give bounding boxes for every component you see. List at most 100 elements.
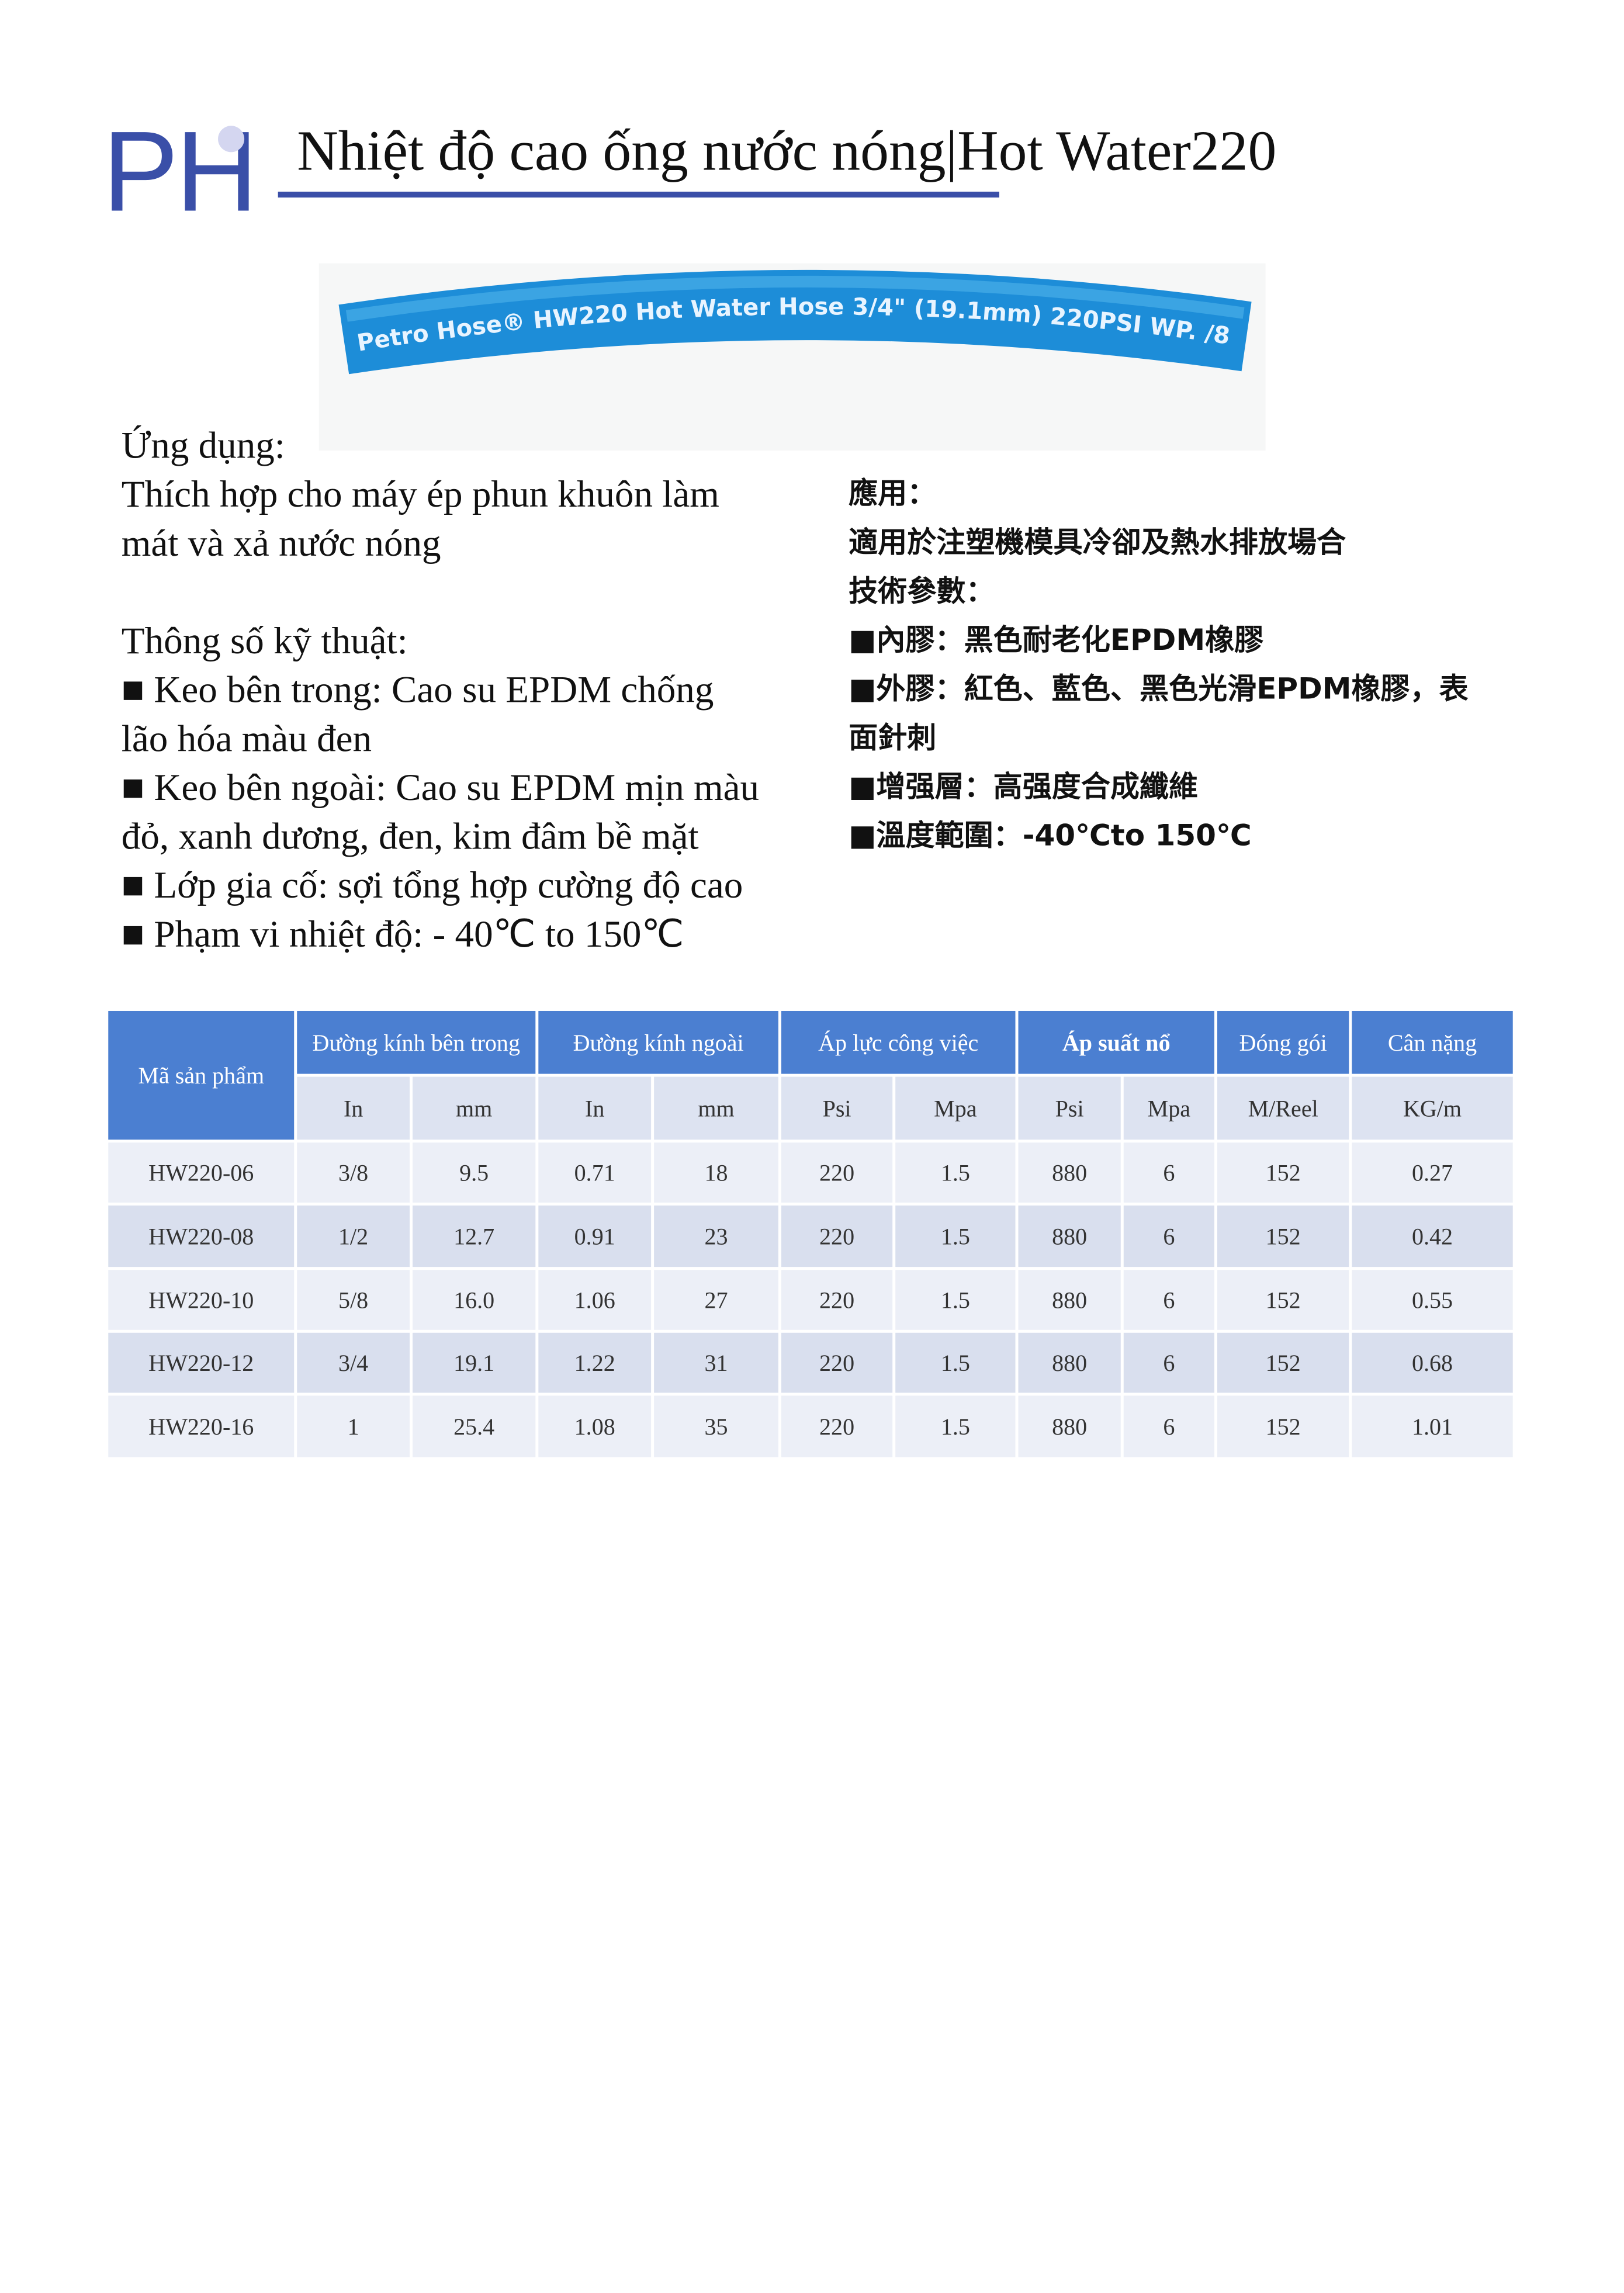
table-cell bbox=[1123, 1142, 1214, 1203]
cell-text: 1.5 bbox=[941, 1414, 970, 1440]
cell-text: 220 bbox=[819, 1224, 854, 1250]
table-cell bbox=[654, 1395, 778, 1457]
table-cell bbox=[781, 1270, 893, 1330]
table-cell bbox=[413, 1270, 536, 1330]
table-cell bbox=[413, 1142, 536, 1203]
cell-text: 0.27 bbox=[1412, 1160, 1453, 1186]
table-cell bbox=[1018, 1332, 1121, 1393]
cell-text: 880 bbox=[1052, 1160, 1087, 1186]
table-cell bbox=[1217, 1270, 1349, 1330]
cell-text: 6 bbox=[1163, 1224, 1175, 1250]
cell-text: 1.5 bbox=[941, 1160, 970, 1186]
cell-text: HW220-06 bbox=[148, 1160, 254, 1186]
right-text-line: ■外膠：紅色、藍色、黑色光滑EPDM橡膠，表 bbox=[849, 672, 1469, 706]
right-text-line: 應用： bbox=[849, 476, 936, 510]
subheader-cell bbox=[413, 1076, 536, 1140]
table-cell bbox=[1018, 1395, 1121, 1457]
table-cell bbox=[538, 1270, 652, 1330]
subheader-text: Psi bbox=[823, 1095, 851, 1121]
table-cell bbox=[781, 1142, 893, 1203]
cell-text: 152 bbox=[1266, 1350, 1301, 1376]
subheader-cell bbox=[1018, 1076, 1121, 1140]
cell-text: HW220-12 bbox=[148, 1350, 254, 1376]
cell-text: 152 bbox=[1266, 1287, 1301, 1313]
cell-text: 220 bbox=[819, 1350, 854, 1376]
header-text: Cân nặng bbox=[1388, 1030, 1477, 1056]
table-cell bbox=[1018, 1270, 1121, 1330]
cell-text: 152 bbox=[1266, 1414, 1301, 1440]
left-text-line: ■ Lớp gia cố: sợi tổng hợp cường độ cao bbox=[122, 864, 743, 906]
cell-text: 12.7 bbox=[453, 1224, 494, 1250]
cell-text: 880 bbox=[1052, 1287, 1087, 1313]
subheader-text: mm bbox=[698, 1095, 734, 1121]
header-text: Đường kính ngoài bbox=[573, 1030, 744, 1056]
cell-text: 3/4 bbox=[338, 1350, 368, 1376]
header-cell bbox=[297, 1010, 536, 1074]
table-cell bbox=[108, 1205, 295, 1267]
subheader-text: mm bbox=[456, 1095, 492, 1121]
left-text-line: ■ Phạm vi nhiệt độ: - 40℃ to 150℃ bbox=[122, 913, 684, 955]
table-cell bbox=[1123, 1332, 1214, 1393]
table-cell bbox=[1352, 1270, 1513, 1330]
cell-text: 6 bbox=[1163, 1414, 1175, 1440]
cell-text: 6 bbox=[1163, 1160, 1175, 1186]
subheader-cell bbox=[297, 1076, 410, 1140]
subheader-cell bbox=[1123, 1076, 1214, 1140]
table-cell bbox=[1018, 1205, 1121, 1267]
cell-text: 9.5 bbox=[459, 1160, 489, 1186]
subheader-cell bbox=[1217, 1076, 1349, 1140]
left-text-line: Thích hợp cho máy ép phun khuôn làm bbox=[122, 473, 719, 515]
page-title: Nhiệt độ cao ống nước nóng|Hot Water220 bbox=[297, 119, 1276, 182]
right-text-line: ■溫度範圍：-40℃to 150℃ bbox=[849, 819, 1252, 853]
cell-text: 6 bbox=[1163, 1350, 1175, 1376]
subheader-cell bbox=[895, 1076, 1016, 1140]
table-cell bbox=[1217, 1142, 1349, 1203]
cell-text: 35 bbox=[704, 1414, 728, 1440]
table-cell bbox=[895, 1395, 1016, 1457]
right-text-line: ■內膠：黑色耐老化EPDM橡膠 bbox=[849, 623, 1263, 657]
table-cell bbox=[1123, 1205, 1214, 1267]
table-cell bbox=[1123, 1395, 1214, 1457]
subheader-cell bbox=[1352, 1076, 1513, 1140]
hose-body bbox=[338, 269, 1252, 375]
cell-text: 27 bbox=[704, 1287, 728, 1313]
right-text-line: 技術參數： bbox=[849, 574, 995, 608]
cell-text: 18 bbox=[704, 1160, 728, 1186]
subheader-text: Psi bbox=[1055, 1095, 1084, 1121]
subheader-cell bbox=[538, 1076, 652, 1140]
subheader-text: M/Reel bbox=[1248, 1095, 1318, 1121]
table-cell bbox=[781, 1395, 893, 1457]
table-cell bbox=[538, 1332, 652, 1393]
table-cell bbox=[1217, 1205, 1349, 1267]
header-cell bbox=[1352, 1010, 1513, 1074]
cell-text: 0.91 bbox=[574, 1224, 615, 1250]
table-cell bbox=[781, 1332, 893, 1393]
cell-text: 1.5 bbox=[941, 1287, 970, 1313]
table-cell bbox=[413, 1332, 536, 1393]
header-cell bbox=[1018, 1010, 1214, 1074]
table-cell bbox=[654, 1270, 778, 1330]
cell-text: 31 bbox=[704, 1350, 728, 1376]
left-text-line: lão hóa màu đen bbox=[122, 718, 372, 760]
header-cell bbox=[538, 1010, 778, 1074]
table-cell bbox=[781, 1205, 893, 1267]
cell-text: HW220-10 bbox=[148, 1287, 254, 1313]
table-cell bbox=[297, 1205, 410, 1267]
header-cell bbox=[1217, 1010, 1349, 1074]
cell-text: HW220-16 bbox=[148, 1414, 254, 1440]
table-cell bbox=[895, 1270, 1016, 1330]
table-cell bbox=[654, 1142, 778, 1203]
cell-text: 880 bbox=[1052, 1224, 1087, 1250]
table-cell bbox=[538, 1395, 652, 1457]
cell-text: 1.08 bbox=[574, 1414, 615, 1440]
cell-text: 16.0 bbox=[453, 1287, 494, 1313]
subheader-text: In bbox=[344, 1095, 363, 1121]
left-text-line: mát và xả nước nóng bbox=[122, 522, 441, 564]
table-cell bbox=[108, 1332, 295, 1393]
table-cell bbox=[895, 1142, 1016, 1203]
left-text-line: Ứng dụng: bbox=[122, 425, 285, 467]
cell-text: 3/8 bbox=[338, 1160, 368, 1186]
cell-text: 1.5 bbox=[941, 1224, 970, 1250]
subheader-text: KG/m bbox=[1403, 1095, 1462, 1121]
